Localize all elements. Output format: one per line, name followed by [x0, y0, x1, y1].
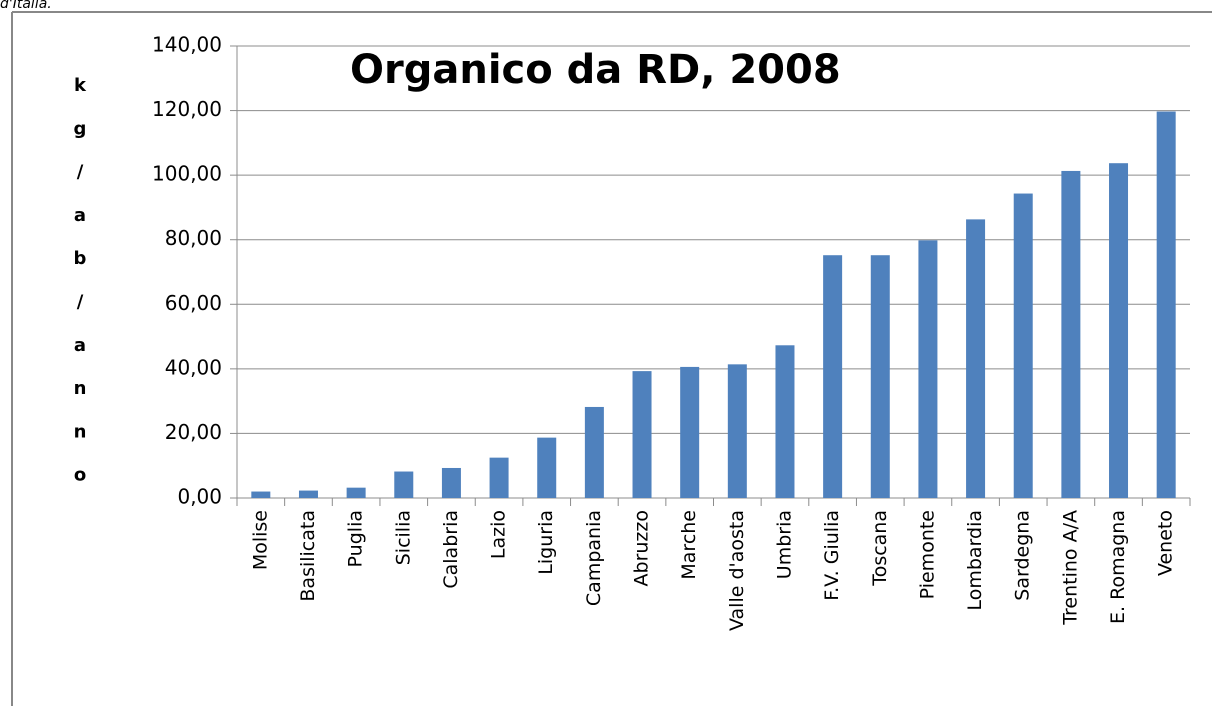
page-note: d'Italia. [0, 0, 52, 12]
x-tick-label: E. Romagna [1107, 510, 1129, 624]
y-tick-label: 140,00 [152, 33, 222, 57]
bar [680, 366, 700, 498]
y-tick-label: 80,00 [165, 226, 222, 250]
bar [251, 491, 271, 498]
x-tick-label: Molise [249, 510, 271, 570]
x-tick-label: Campania [583, 510, 605, 606]
bar [346, 487, 366, 498]
bar [1013, 193, 1033, 498]
y-tick-label: 100,00 [152, 162, 222, 186]
y-tick-label: 20,00 [165, 420, 222, 444]
bar [632, 371, 652, 498]
y-tick-label: 120,00 [152, 97, 222, 121]
x-tick-label: F.V. Giulia [821, 510, 843, 601]
y-tick-label: 0,00 [177, 485, 222, 509]
bar [870, 255, 890, 498]
x-tick-label: Liguria [535, 510, 557, 575]
bar [1109, 163, 1129, 498]
y-tick-label: 40,00 [165, 355, 222, 379]
bar [1061, 170, 1081, 498]
y-tick-label: 60,00 [165, 291, 222, 315]
x-tick-label: Marche [678, 510, 700, 580]
bar [298, 490, 318, 498]
x-tick-label: Lazio [488, 510, 510, 559]
x-tick-label: Piemonte [916, 510, 938, 599]
bar [394, 471, 414, 498]
bar [775, 345, 795, 498]
bar [727, 364, 747, 498]
x-tick-label: Valle d'aosta [726, 510, 748, 631]
bar [966, 219, 986, 499]
y-axis-label: k g / a b / a n n o [74, 75, 87, 486]
x-tick-label: Basilicata [297, 510, 319, 602]
bar [823, 255, 843, 498]
bar [1156, 111, 1176, 498]
x-tick-label: Calabria [440, 510, 462, 589]
x-tick-label: Trentino A/A [1059, 510, 1081, 626]
x-tick-label: Puglia [345, 510, 367, 567]
bar [441, 467, 461, 498]
bar [489, 457, 509, 498]
x-tick-label: Sicilia [392, 510, 414, 565]
x-tick-label: Abruzzo [631, 510, 653, 586]
bar [584, 406, 604, 498]
chart-title: Organico da RD, 2008 [350, 47, 841, 93]
x-tick-label: Sardegna [1012, 510, 1034, 601]
x-tick-label: Lombardia [964, 510, 986, 611]
x-tick-label: Veneto [1155, 510, 1177, 576]
x-tick-label: Umbria [773, 510, 795, 579]
bar [918, 240, 938, 499]
x-tick-label: Toscana [869, 510, 891, 587]
bar [537, 437, 557, 498]
